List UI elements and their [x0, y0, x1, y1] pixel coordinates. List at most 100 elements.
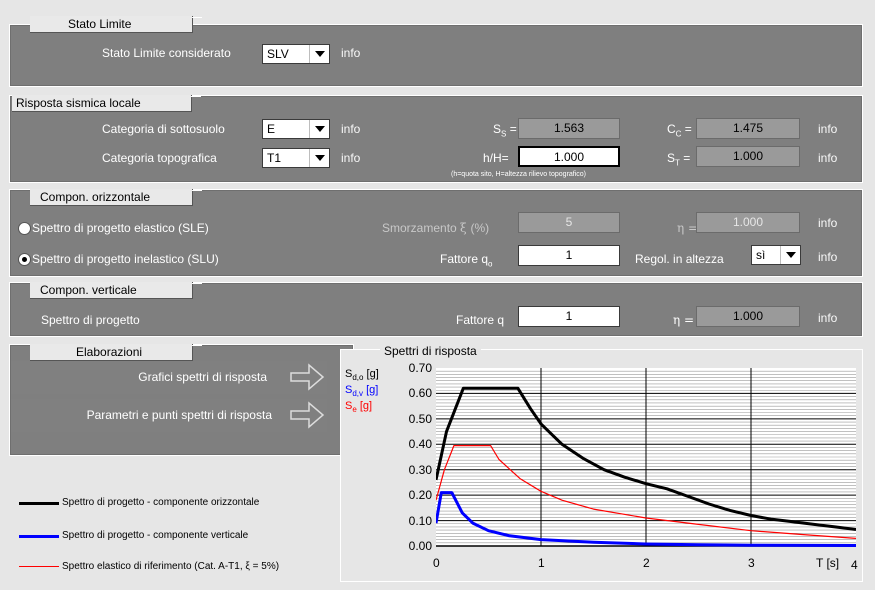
parametri-label: Parametri e punti spettri di risposta	[86, 408, 272, 422]
y-tick-label: 0.30	[408, 462, 432, 477]
arrow-right-icon	[290, 363, 325, 391]
legend-line-vert	[19, 535, 59, 538]
cat-sottosuolo-info[interactable]: info	[341, 122, 361, 136]
oriz-info-2[interactable]: info	[818, 250, 838, 264]
st-label-eq: =	[679, 151, 691, 165]
y-label-se-sub: e	[352, 405, 357, 415]
elaborazioni-tab: Elaborazioni	[30, 344, 202, 361]
cc-label-text: C	[667, 122, 676, 136]
x-tick-label: 4	[851, 558, 858, 572]
st-label: ST =	[667, 151, 690, 167]
sle-label[interactable]: Spettro di progetto elastico (SLE)	[32, 221, 209, 235]
smorz-unit: (%)	[470, 221, 490, 235]
cc-label: CC =	[667, 122, 692, 138]
chart-title: Spettri di risposta	[380, 344, 481, 358]
verticale-label: Spettro di progetto	[41, 313, 140, 327]
y-tick-label: 0.60	[408, 386, 432, 401]
cc-label-sub: C	[675, 129, 682, 139]
slu-radio[interactable]	[18, 253, 31, 266]
risposta-tab: Risposta sismica locale	[12, 95, 201, 112]
stato-limite-tab: Stato Limite	[30, 16, 202, 33]
y-label-sdo-sub: d,o	[352, 373, 364, 383]
y-label-se: Se [g]	[345, 400, 379, 416]
chevron-down-icon[interactable]	[309, 149, 329, 167]
st-label-sub: T	[675, 158, 680, 168]
arrow-right-icon	[290, 401, 325, 429]
y-label-sdv: Sd,v [g]	[345, 384, 379, 400]
y-tick-label: 0.20	[408, 488, 432, 503]
verticale-tab: Compon. verticale	[30, 282, 202, 299]
y-axis-labels: Sd,o [g] Sd,v [g] Se [g]	[345, 368, 379, 417]
hH-input[interactable]: 1.000	[518, 146, 620, 167]
cat-topo-value: T1	[267, 151, 282, 165]
y-label-se-unit: [g]	[356, 400, 373, 413]
x-tick-label: 2	[643, 556, 650, 570]
cat-topo-select[interactable]: T1	[262, 148, 330, 168]
legend-text-elas: Spettro elastico di riferimento (Cat. A-…	[62, 561, 280, 572]
x-axis-label: T [s]	[816, 556, 840, 570]
y-tick-label: 0.50	[408, 411, 432, 426]
orizzontale-panel: Compon. orizzontale Spettro di progetto …	[9, 189, 863, 277]
chevron-down-icon[interactable]	[780, 246, 800, 264]
stato-limite-info[interactable]: info	[341, 46, 361, 60]
eta-field-vert: 1.000	[696, 306, 800, 327]
legend-text-oriz: Spettro di progetto - componente orizzon…	[62, 497, 260, 508]
fattore-q-input[interactable]: 1	[518, 306, 620, 327]
sle-radio[interactable]	[18, 222, 31, 235]
cat-topo-info[interactable]: info	[341, 151, 361, 165]
chevron-down-icon[interactable]	[309, 45, 329, 63]
legend-text-vert: Spettro di progetto - componente vertica…	[62, 530, 249, 541]
cat-sottosuolo-select[interactable]: E	[262, 119, 330, 139]
regol-value: sì	[756, 248, 766, 262]
y-tick-label: 0.70	[408, 361, 432, 375]
ss-label: SS =	[493, 122, 517, 138]
eta-label-oriz: η =	[677, 221, 699, 235]
orizzontale-tab: Compon. orizzontale	[30, 189, 202, 206]
smorz-label: Smorzamento ξ (%)	[382, 221, 489, 235]
y-label-sdv-sub: d,v	[352, 389, 364, 399]
elaborazioni-panel: Elaborazioni Grafici spettri di risposta…	[9, 344, 354, 456]
fattore-qo-text: Fattore q	[440, 252, 489, 266]
eta-field-oriz: 1.000	[696, 212, 800, 233]
cat-sottosuolo-value: E	[267, 122, 276, 136]
series-lines	[436, 386, 856, 547]
series-oriz-line	[436, 386, 856, 531]
y-label-sdo-text: S	[345, 368, 353, 380]
regol-select[interactable]: sì	[751, 245, 801, 265]
stato-limite-select[interactable]: SLV	[262, 44, 330, 64]
response-spectra-chart	[436, 368, 856, 547]
smorz-field: 5	[518, 212, 620, 233]
xi-symbol: ξ	[460, 221, 471, 235]
vert-info[interactable]: info	[818, 311, 838, 325]
y-label-sdv-unit: [g]	[363, 384, 379, 397]
cc-label-eq: =	[681, 122, 692, 136]
y-tick-label: 0.40	[408, 437, 432, 452]
legend-line-oriz	[19, 502, 59, 505]
grafici-button[interactable]: Grafici spettri di risposta	[11, 361, 327, 394]
risposta-info-2[interactable]: info	[818, 151, 838, 165]
y-label-sdo: Sd,o [g]	[345, 368, 379, 384]
verticale-panel: Compon. verticale Spettro di progetto Fa…	[9, 282, 863, 337]
stato-limite-panel: Stato Limite Stato Limite considerato SL…	[9, 16, 863, 87]
chevron-down-icon[interactable]	[309, 120, 329, 138]
cc-field: 1.475	[696, 118, 800, 139]
regol-label: Regol. in altezza	[635, 252, 724, 266]
stato-limite-value: SLV	[267, 47, 289, 61]
fattore-q-label: Fattore q	[456, 313, 505, 327]
risposta-panel: Risposta sismica locale Categoria di sot…	[9, 95, 863, 183]
grafici-label: Grafici spettri di risposta	[138, 370, 267, 384]
slu-label[interactable]: Spettro di progetto inelastico (SLU)	[32, 252, 219, 266]
eta-label-vert: η =	[673, 313, 695, 327]
risposta-info-1[interactable]: info	[818, 122, 838, 136]
y-label-sdo-unit: [g]	[363, 368, 379, 380]
ss-label-sub: S	[501, 129, 507, 139]
hH-label: h/H=	[483, 151, 509, 165]
series-vert-line	[436, 491, 856, 547]
parametri-button[interactable]: Parametri e punti spettri di risposta	[11, 399, 327, 432]
y-label-se-text: S	[345, 400, 353, 413]
fattore-qo-input[interactable]: 1	[518, 245, 620, 266]
oriz-info-1[interactable]: info	[818, 216, 838, 230]
ss-field: 1.563	[518, 118, 620, 139]
y-label-sdv-text: S	[345, 384, 353, 397]
x-tick-label: 1	[538, 556, 545, 570]
